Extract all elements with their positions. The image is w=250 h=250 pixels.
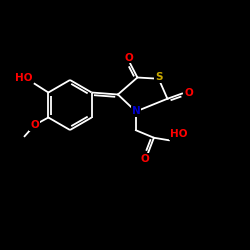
Text: O: O	[124, 52, 133, 62]
Text: HO: HO	[170, 129, 188, 139]
Text: O: O	[141, 154, 150, 164]
Text: HO: HO	[15, 72, 32, 83]
Text: N: N	[132, 106, 140, 117]
Text: O: O	[30, 120, 39, 130]
Text: S: S	[155, 72, 162, 83]
Text: O: O	[184, 88, 193, 98]
